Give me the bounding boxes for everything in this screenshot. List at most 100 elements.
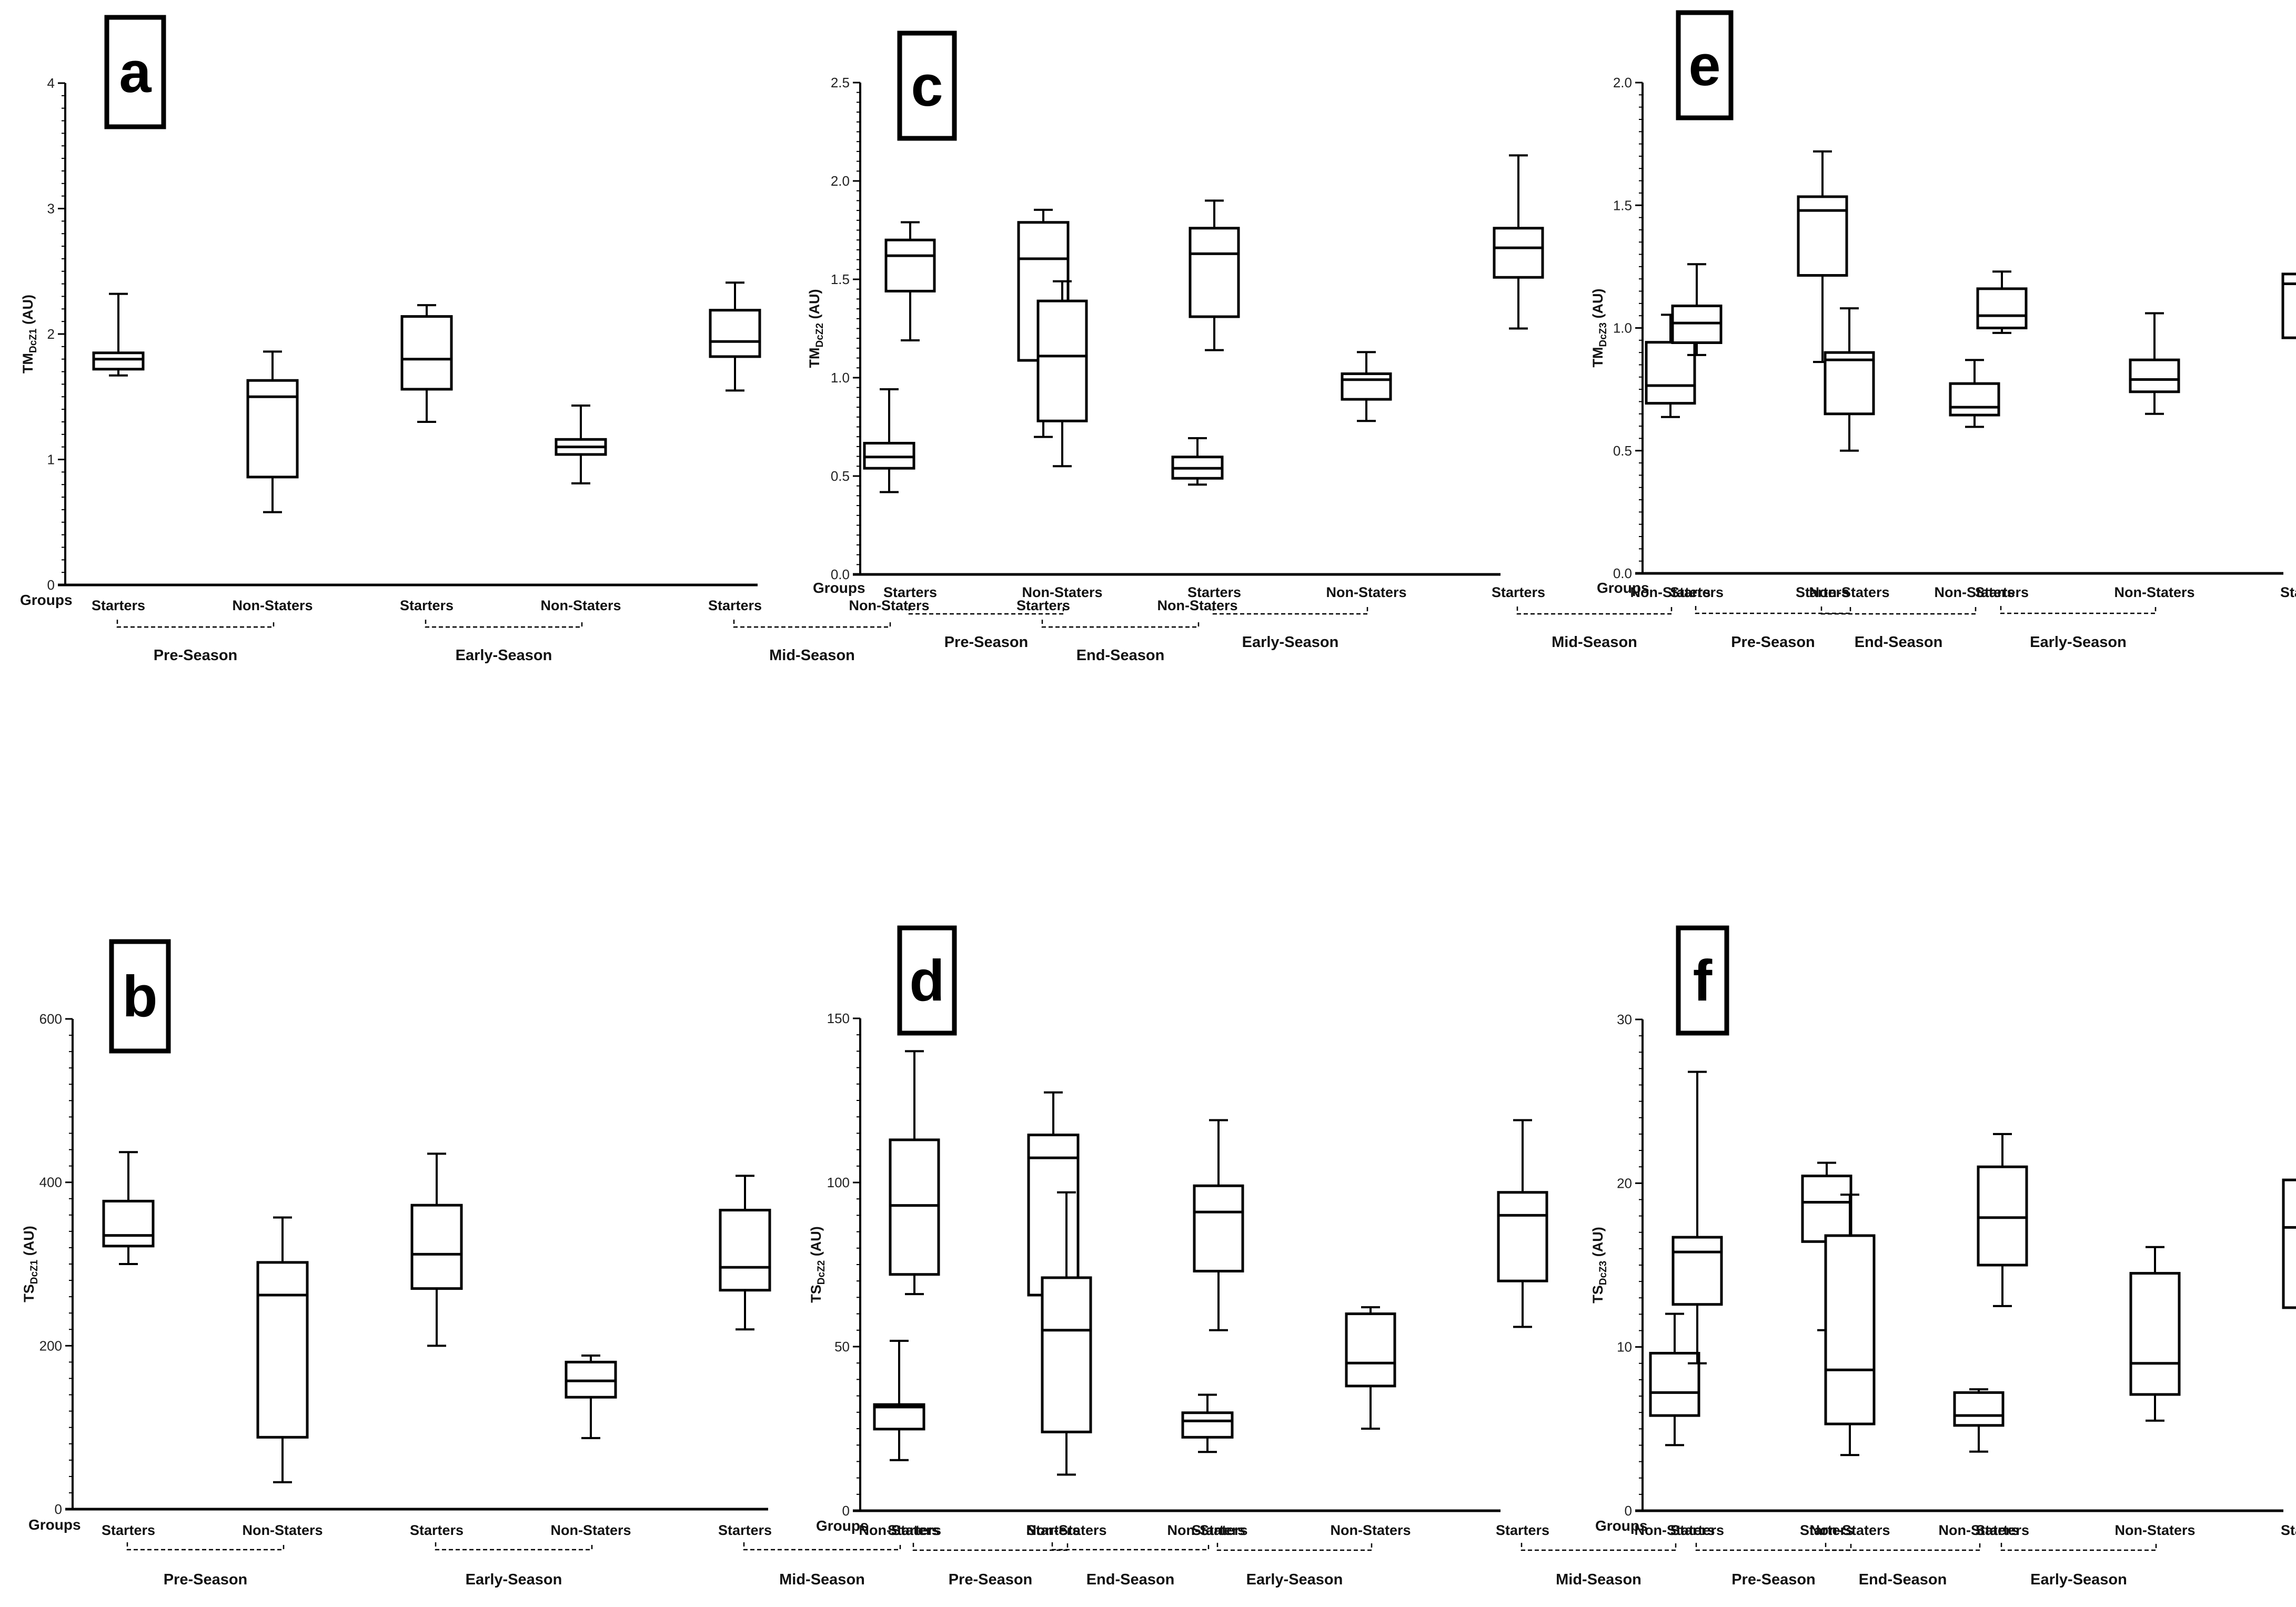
box-5	[1649, 1312, 1700, 1447]
iqr-box	[719, 1208, 771, 1292]
iqr-box	[102, 1199, 155, 1248]
x-category-label: Starters	[888, 1522, 941, 1538]
x-group-label: Early-Season	[1242, 634, 1339, 651]
box-3	[565, 1354, 617, 1439]
x-category-label: Starters	[708, 598, 762, 613]
box-4	[2281, 272, 2296, 339]
x-category-label: Starters	[400, 598, 454, 613]
x-group-label: Pre-Season	[949, 1571, 1033, 1588]
box-1	[1824, 1194, 1876, 1457]
y-tick-label: 0.5	[1613, 443, 1632, 459]
box-0	[92, 292, 145, 377]
y-tick-label: 2	[47, 326, 55, 342]
iqr-box	[1345, 1312, 1396, 1388]
box-6	[1797, 150, 1848, 363]
group-bracket	[435, 1542, 593, 1551]
panel-letter: f	[1693, 948, 1713, 1013]
iqr-box	[1027, 1134, 1080, 1297]
group-bracket	[1820, 607, 1977, 615]
y-axis-label-main: TM	[20, 353, 36, 373]
x-category-label: Starters	[2280, 584, 2296, 600]
panel-letter-box: b	[109, 939, 171, 1054]
y-tick-label: 0	[55, 1501, 62, 1517]
panel-letter-box: a	[104, 15, 166, 129]
box-0	[884, 221, 936, 341]
y-tick-label: 3	[47, 201, 55, 217]
y-axis-label-subscript: DcZ3	[1598, 322, 1609, 347]
x-group-label: Early-Season	[1246, 1571, 1343, 1588]
x-group-label: Early-Season	[466, 1571, 562, 1588]
y-axis-label-unit: (AU)	[807, 289, 822, 323]
iqr-box	[1649, 1351, 1700, 1417]
y-tick-label: 2.0	[1613, 75, 1632, 90]
y-tick-label: 0.0	[831, 567, 850, 582]
x-category-label: Non-Staters	[242, 1522, 323, 1538]
x-axis-title: Groups	[20, 592, 73, 608]
box-2	[1976, 270, 2028, 334]
x-category-label: Starters	[1187, 584, 1241, 600]
x-category-label: Non-Staters	[550, 1522, 631, 1538]
box-7	[1949, 359, 2000, 428]
x-category-label: Starters	[883, 584, 937, 600]
x-category-label: Non-Staters	[1630, 584, 1710, 600]
box-1	[1824, 307, 1875, 452]
iqr-box	[256, 1261, 309, 1439]
y-axis-label-unit: (AU)	[1590, 289, 1606, 322]
x-category-label: Starters	[718, 1522, 772, 1538]
y-axis-label: TMDcZ1 (AU)	[20, 295, 39, 373]
y-tick-label: 150	[827, 1010, 850, 1026]
y-axis-label: TMDcZ2 (AU)	[807, 289, 825, 368]
box-2	[1189, 199, 1240, 351]
x-category-label: Starters	[410, 1522, 464, 1538]
group-bracket	[1695, 1543, 1852, 1551]
x-group-label: End-Season	[1855, 634, 1943, 651]
box-6	[1027, 1091, 1080, 1358]
y-tick-label: 1	[47, 452, 55, 468]
box-3	[1341, 351, 1392, 422]
iqr-box	[1824, 351, 1875, 416]
x-category-label: Starters	[1192, 1522, 1245, 1538]
y-axis-label-subscript: DcZ2	[816, 1260, 827, 1285]
x-category-label: Non-Staters	[1157, 598, 1237, 613]
y-tick-label: 20	[1617, 1175, 1632, 1191]
y-tick-label: 1.0	[831, 370, 850, 386]
x-category-label: Non-Staters	[859, 1522, 939, 1538]
y-tick-label: 0	[842, 1503, 850, 1519]
x-group-label: Mid-Season	[769, 647, 855, 664]
y-axis-label-subscript: DcZ2	[814, 323, 825, 347]
box-4	[2282, 1178, 2296, 1309]
iqr-box	[1953, 1391, 2005, 1427]
box-3	[2129, 1246, 2181, 1422]
y-axis-label-subscript: DcZ1	[29, 1259, 40, 1284]
y-tick-label: 600	[39, 1011, 62, 1027]
y-tick-label: 10	[1617, 1339, 1632, 1355]
x-group-label: End-Season	[1076, 647, 1165, 664]
panel-letter-frame	[109, 939, 171, 1054]
box-4	[719, 1175, 771, 1331]
iqr-box	[400, 315, 453, 391]
y-tick-label: 50	[834, 1339, 850, 1355]
iqr-box	[1671, 1236, 1723, 1306]
y-tick-label: 1.5	[831, 271, 850, 287]
y-tick-label: 0.0	[1613, 565, 1632, 581]
group-bracket	[1212, 607, 1368, 615]
x-group-label: Early-Season	[2030, 634, 2127, 651]
x-category-label: Non-Staters	[1326, 584, 1406, 600]
group-bracket	[425, 620, 583, 628]
group-bracket	[1041, 620, 1200, 628]
panel-letter-frame	[897, 925, 957, 1036]
panel-letter-frame	[897, 31, 957, 141]
box-7	[1171, 437, 1224, 486]
x-category-label: Non-Staters	[2114, 584, 2194, 600]
box-2	[1977, 1133, 2028, 1307]
x-category-label: Starters	[2281, 1522, 2296, 1538]
iqr-box	[2282, 1178, 2296, 1309]
x-group-label: Pre-Season	[944, 634, 1029, 651]
box-1	[246, 350, 299, 513]
group-bracket	[1825, 1543, 1981, 1551]
y-axis-label: TMDcZ3 (AU)	[1590, 289, 1609, 368]
x-category-label: Starters	[1016, 598, 1070, 613]
x-category-label: Non-Staters	[540, 598, 621, 613]
